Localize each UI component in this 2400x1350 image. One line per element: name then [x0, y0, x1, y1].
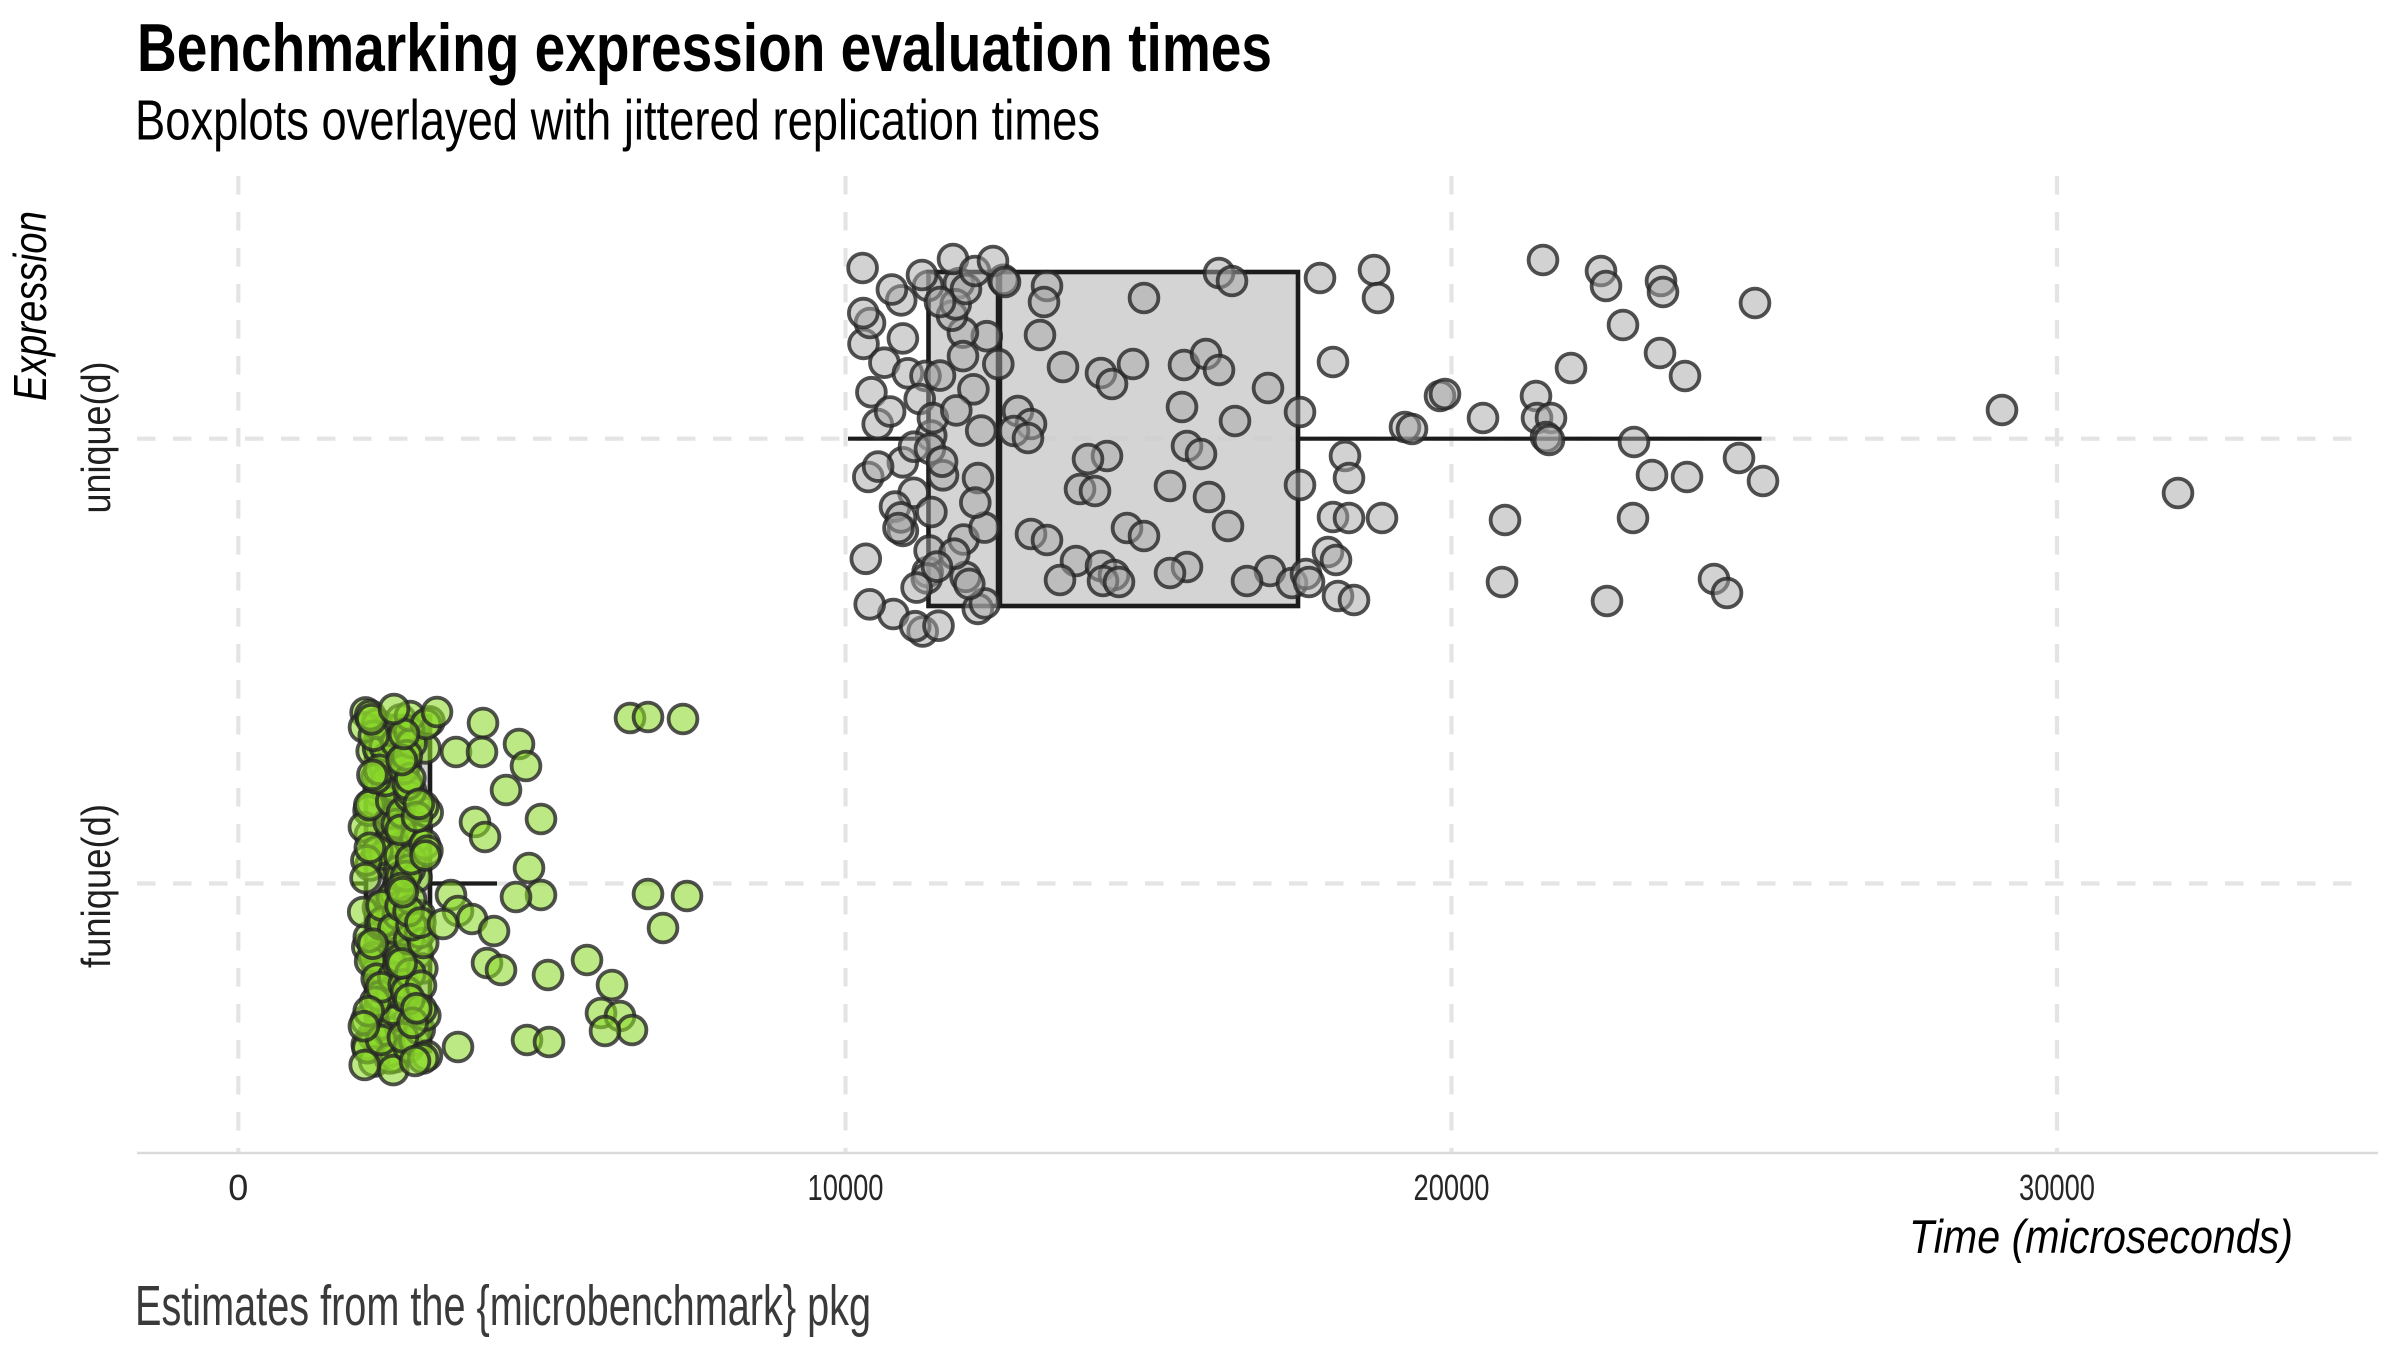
svg-text:Benchmarking expression evalua: Benchmarking expression evaluation times	[137, 10, 1272, 86]
svg-text:20000: 20000	[1414, 1167, 1490, 1208]
svg-text:30000: 30000	[2019, 1167, 2095, 1208]
svg-text:0: 0	[228, 1167, 248, 1208]
svg-text:10000: 10000	[808, 1167, 884, 1208]
svg-text:Expression: Expression	[4, 211, 56, 401]
svg-text:Time (microseconds): Time (microseconds)	[1909, 1210, 2293, 1263]
svg-text:unique(d): unique(d)	[73, 362, 119, 514]
svg-text:Estimates from the {microbench: Estimates from the {microbenchmark} pkg	[135, 1274, 871, 1338]
svg-text:funique(d): funique(d)	[73, 804, 119, 968]
svg-text:Boxplots overlayed with jitter: Boxplots overlayed with jittered replica…	[135, 89, 1100, 153]
